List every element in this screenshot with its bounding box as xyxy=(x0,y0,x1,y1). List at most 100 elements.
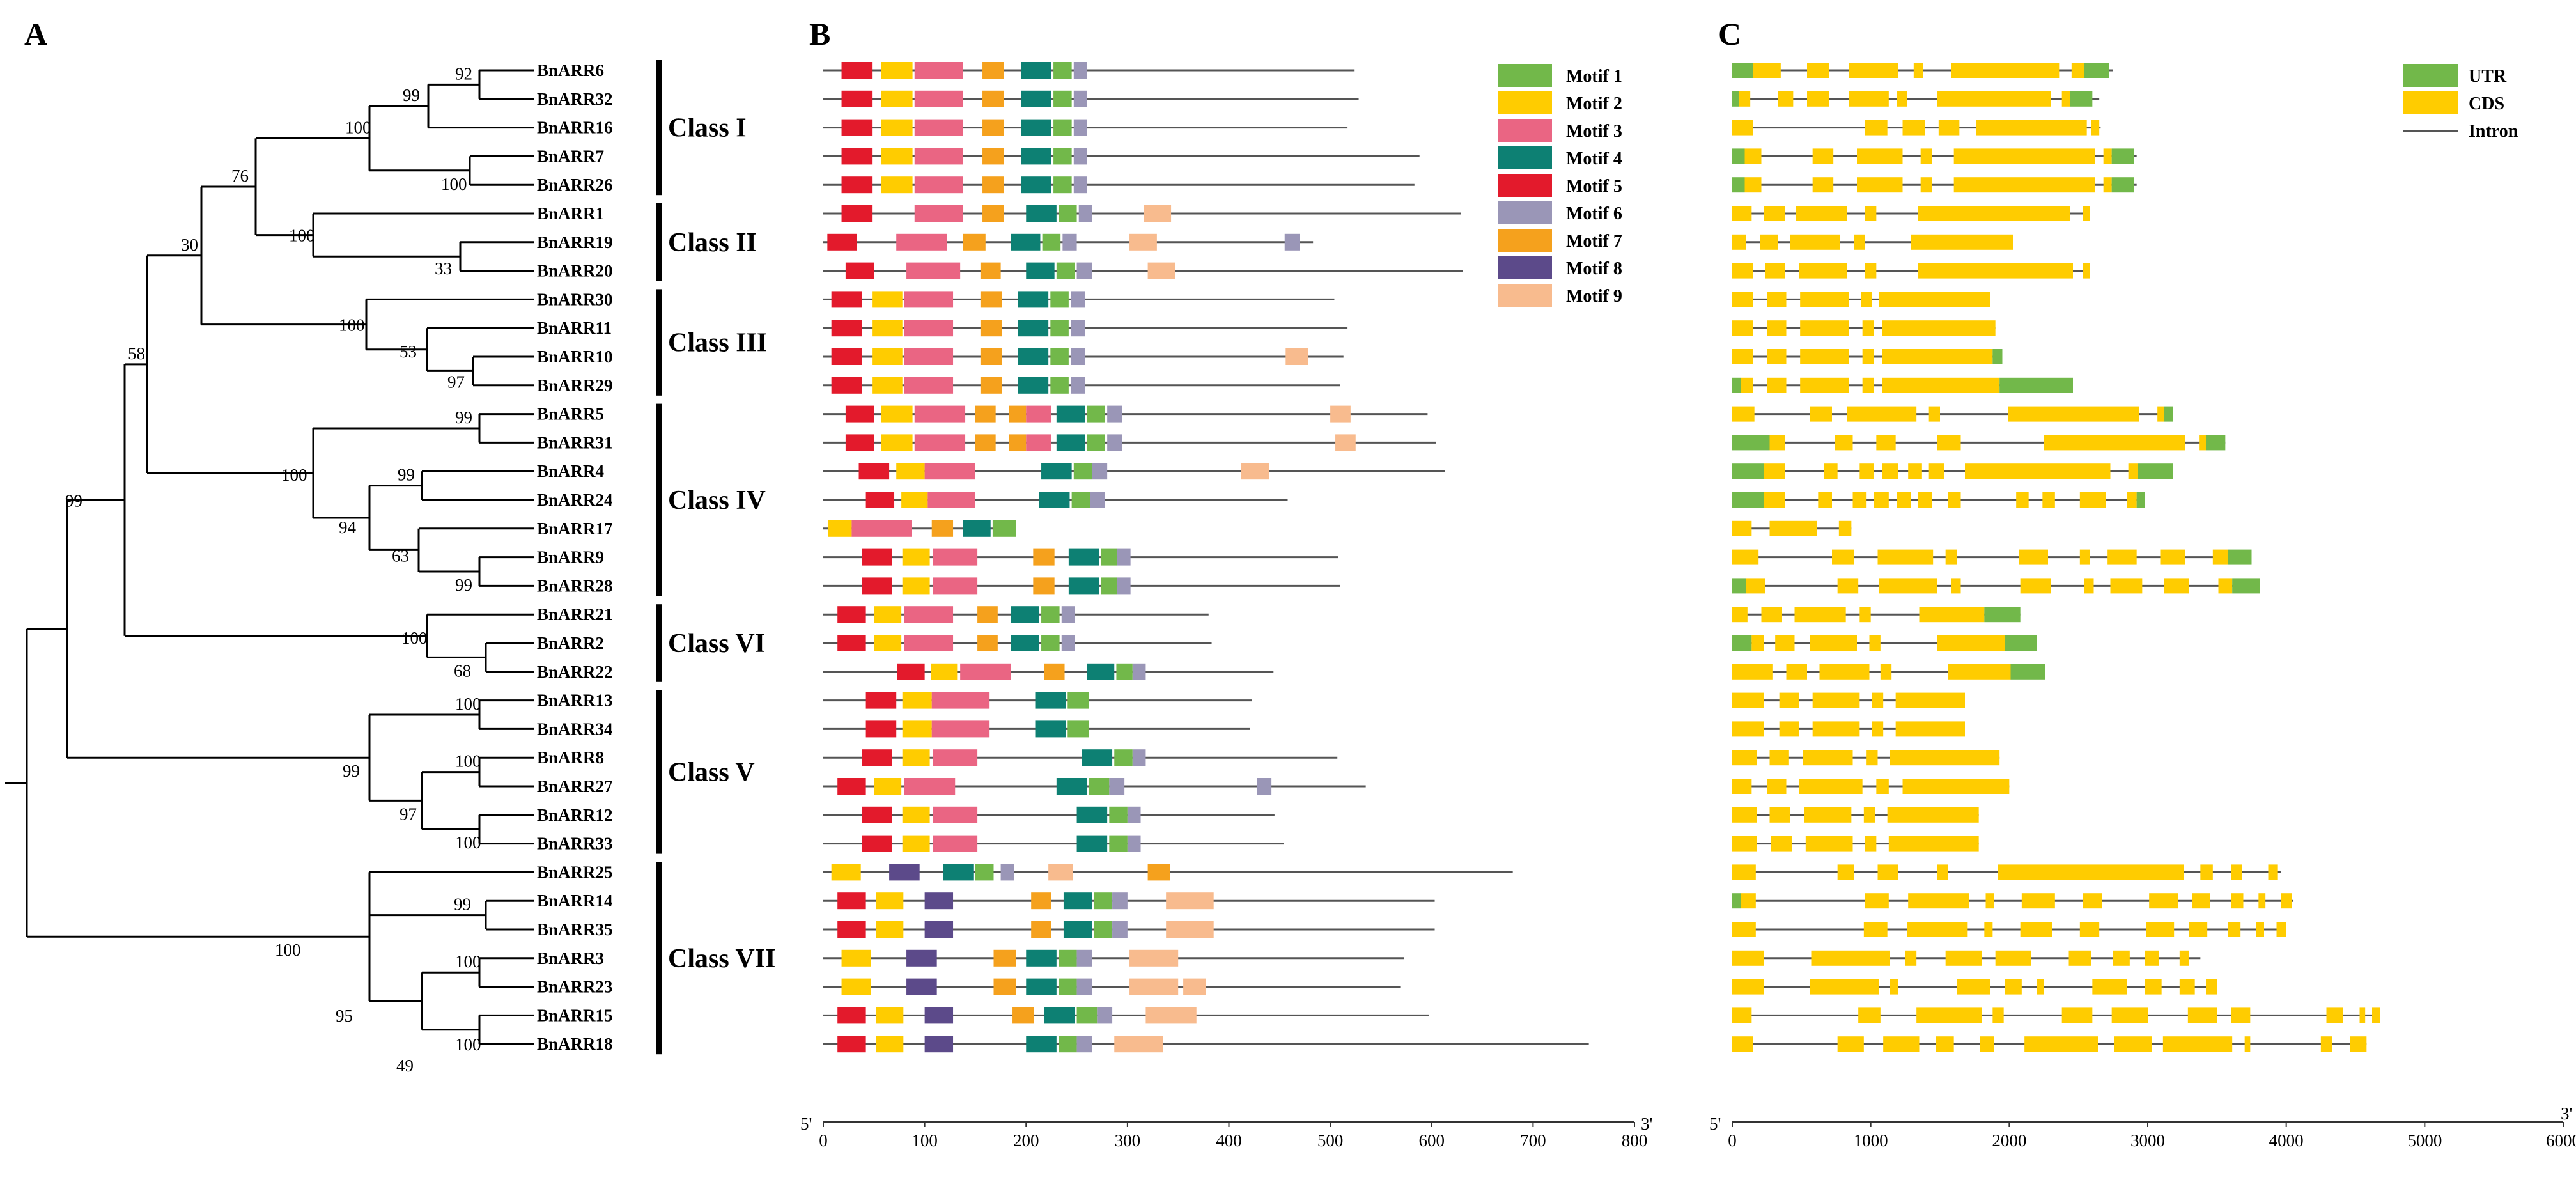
axis-tick-label: 4000 xyxy=(2269,1131,2304,1150)
motif-4-block xyxy=(1018,291,1049,308)
cds-block xyxy=(1796,206,1847,221)
motif-row xyxy=(823,176,1415,194)
class-bracket xyxy=(656,690,662,854)
motif-5-block xyxy=(862,806,892,823)
cds-block xyxy=(1876,435,1896,451)
cds-block xyxy=(1760,234,1778,250)
cds-block xyxy=(1874,492,1889,508)
cds-block xyxy=(2281,893,2292,909)
gene-structure-row xyxy=(1732,807,1979,823)
cds-block xyxy=(1803,750,1853,766)
cds-block xyxy=(1810,406,1832,422)
gene-structure-row xyxy=(1732,263,2090,279)
motif-2-block xyxy=(902,548,930,566)
legend-label-motif-6: Motif 6 xyxy=(1566,204,1622,224)
cds-block xyxy=(1918,492,1932,508)
cds-block xyxy=(1907,922,1968,937)
cds-block xyxy=(2083,206,2090,221)
motif-row xyxy=(823,405,1428,423)
bootstrap-value: 95 xyxy=(336,1006,353,1025)
motif-9-block xyxy=(1145,1007,1197,1024)
motif-6-block xyxy=(1127,835,1141,852)
cds-block xyxy=(2111,1007,2148,1023)
class-label: Class VI xyxy=(668,629,765,658)
motif-4-block xyxy=(1063,921,1092,938)
motif-6-block xyxy=(1071,377,1085,394)
cds-block xyxy=(1744,177,1762,193)
motif-7-block xyxy=(993,978,1016,995)
motif-4-block xyxy=(1021,90,1051,107)
motif-row xyxy=(823,1007,1429,1024)
motif-3-block xyxy=(904,778,956,795)
motif-4-block xyxy=(1021,148,1051,165)
taxon-label: BnARR8 xyxy=(537,748,604,767)
motif-row xyxy=(823,119,1348,136)
utr-block xyxy=(2138,463,2173,479)
motif-6-block xyxy=(1090,492,1105,508)
motif-1-block xyxy=(1050,377,1069,394)
motif-2-block xyxy=(902,806,930,823)
gene-structure-row xyxy=(1732,836,1979,852)
taxon-label: BnARR3 xyxy=(537,949,604,968)
cds-block xyxy=(1877,549,1934,565)
cds-block xyxy=(1732,864,1756,880)
cds-block xyxy=(1895,692,1965,708)
motif-6-block xyxy=(1073,148,1087,165)
motif-8-block xyxy=(889,864,920,881)
motif-row xyxy=(823,835,1284,852)
gene-structure-row xyxy=(1732,435,2226,451)
cds-block xyxy=(1928,463,1944,479)
cds-block xyxy=(2061,1007,2093,1023)
motif-6-block xyxy=(1092,463,1108,480)
cds-block xyxy=(1887,807,1979,823)
motif-7-block xyxy=(1012,1007,1034,1024)
bootstrap-value: 63 xyxy=(392,546,409,565)
cds-block xyxy=(1771,836,1792,852)
gene-structure-row xyxy=(1732,234,2013,250)
motif-4-block xyxy=(1026,205,1057,222)
motif-4-block xyxy=(1076,806,1108,823)
cds-block xyxy=(1732,549,1759,565)
cds-block xyxy=(1812,148,1834,164)
motif-6-block xyxy=(1078,205,1092,222)
taxon-label: BnARR19 xyxy=(537,233,613,252)
motif-9-block xyxy=(1114,1036,1163,1053)
legend-swatch-motif-6 xyxy=(1498,201,1552,224)
motif-6-block xyxy=(1097,1007,1113,1024)
motif-2-block xyxy=(896,463,925,480)
utr-block xyxy=(1732,148,1745,164)
class-label: Class V xyxy=(668,758,755,788)
cds-block xyxy=(1945,549,1957,565)
motif-6-block xyxy=(1257,778,1272,795)
motif-7-block xyxy=(980,348,1002,365)
gene-structure-row xyxy=(1732,950,2201,966)
utr-block xyxy=(1732,63,1753,78)
motif-4-block xyxy=(1026,978,1057,995)
cds-block xyxy=(1765,263,1785,279)
taxon-label: BnARR26 xyxy=(537,175,613,194)
cds-block xyxy=(1764,63,1781,78)
taxon-label: BnARR12 xyxy=(537,805,613,825)
taxon-label: BnARR6 xyxy=(537,61,604,80)
bootstrap-value: 49 xyxy=(396,1056,414,1075)
motif-6-block xyxy=(1073,90,1087,107)
cds-block xyxy=(1890,979,1898,995)
taxon-label: BnARR33 xyxy=(537,834,613,853)
utr-block xyxy=(2111,177,2134,193)
motif-7-block xyxy=(975,405,996,423)
cds-block xyxy=(1953,148,2095,164)
axis-tick-label: 3000 xyxy=(2130,1131,2165,1150)
motif-2-block xyxy=(874,635,902,651)
motif-6-block xyxy=(1284,233,1300,251)
motif-1-block xyxy=(1053,62,1072,79)
motif-row xyxy=(823,720,1250,738)
motif-9-block xyxy=(1129,949,1179,967)
cds-block xyxy=(1857,148,1903,164)
cds-block xyxy=(1911,234,2013,250)
cds-block xyxy=(1741,893,1756,909)
cds-block xyxy=(1769,750,1789,766)
motif-1-block xyxy=(1114,749,1133,766)
taxon-label: BnARR21 xyxy=(537,605,613,624)
cds-block xyxy=(1732,607,1748,623)
